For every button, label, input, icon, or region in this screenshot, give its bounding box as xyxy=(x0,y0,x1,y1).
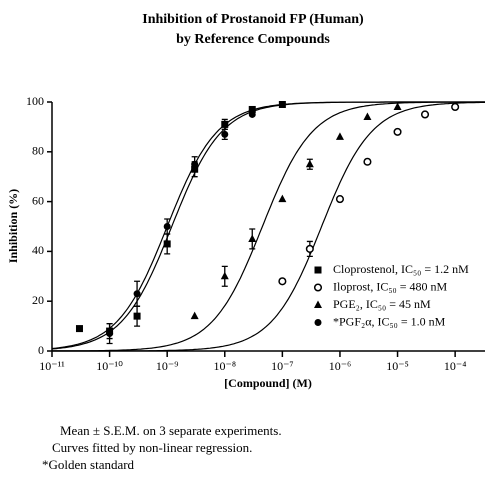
marker xyxy=(248,110,256,118)
marker xyxy=(133,312,141,320)
chart-title: Inhibition of Prostanoid FP (Human) xyxy=(142,12,364,27)
x-tick-label: 10⁻¹¹ xyxy=(39,359,65,373)
marker xyxy=(278,277,287,286)
marker xyxy=(106,330,114,338)
y-tick-label: 100 xyxy=(26,94,44,108)
x-tick-label: 10⁻⁹ xyxy=(156,359,179,373)
fit-curve xyxy=(51,101,485,350)
marker xyxy=(363,157,372,166)
marker xyxy=(191,160,199,168)
marker xyxy=(133,290,141,298)
marker xyxy=(278,194,287,203)
x-tick-label: 10⁻⁴ xyxy=(444,359,467,373)
marker xyxy=(393,127,402,136)
marker xyxy=(314,266,322,274)
legend-label: PGE₂, IC₅₀ = 45 nM xyxy=(333,297,431,311)
chart-title: by Reference Compounds xyxy=(176,32,330,47)
marker xyxy=(335,132,344,140)
note: Mean ± S.E.M. on 3 separate experiments. xyxy=(60,423,282,438)
marker xyxy=(314,300,322,308)
marker xyxy=(221,130,229,138)
note: *Golden standard xyxy=(42,457,135,472)
marker xyxy=(363,112,372,120)
y-tick-label: 80 xyxy=(32,144,44,158)
marker xyxy=(163,223,171,230)
fit-curve xyxy=(52,101,485,352)
x-tick-label: 10⁻⁸ xyxy=(214,359,237,373)
y-tick-label: 40 xyxy=(32,243,44,257)
note: Curves fitted by non-linear regression. xyxy=(52,440,252,455)
fit-curve xyxy=(51,101,485,350)
y-tick-label: 0 xyxy=(38,343,44,357)
marker xyxy=(335,195,345,204)
marker xyxy=(314,319,322,326)
marker xyxy=(420,110,430,119)
y-tick-label: 20 xyxy=(32,293,44,307)
marker xyxy=(75,325,83,333)
legend-label: Cloprostenol, IC₅₀ = 1.2 nM xyxy=(333,262,469,276)
marker xyxy=(305,244,314,253)
marker xyxy=(451,102,460,112)
marker xyxy=(313,283,323,292)
x-tick-label: 10⁻¹⁰ xyxy=(96,359,123,373)
marker xyxy=(248,234,257,242)
x-axis-label: [Compound] (M) xyxy=(224,376,312,390)
marker xyxy=(190,311,199,320)
legend-label: Iloprost, IC₅₀ = 480 nM xyxy=(333,279,447,293)
marker xyxy=(393,102,402,110)
y-tick-label: 60 xyxy=(32,193,44,207)
legend-label: *PGF₂α, IC₅₀ = 1.0 nM xyxy=(333,314,446,328)
y-axis-label: Inhibition (%) xyxy=(6,189,20,263)
x-tick-label: 10⁻⁵ xyxy=(386,359,409,373)
marker xyxy=(305,159,314,168)
x-tick-label: 10⁻⁷ xyxy=(271,359,294,373)
marker xyxy=(163,240,171,248)
marker xyxy=(220,271,229,280)
x-tick-label: 10⁻⁶ xyxy=(329,359,352,373)
